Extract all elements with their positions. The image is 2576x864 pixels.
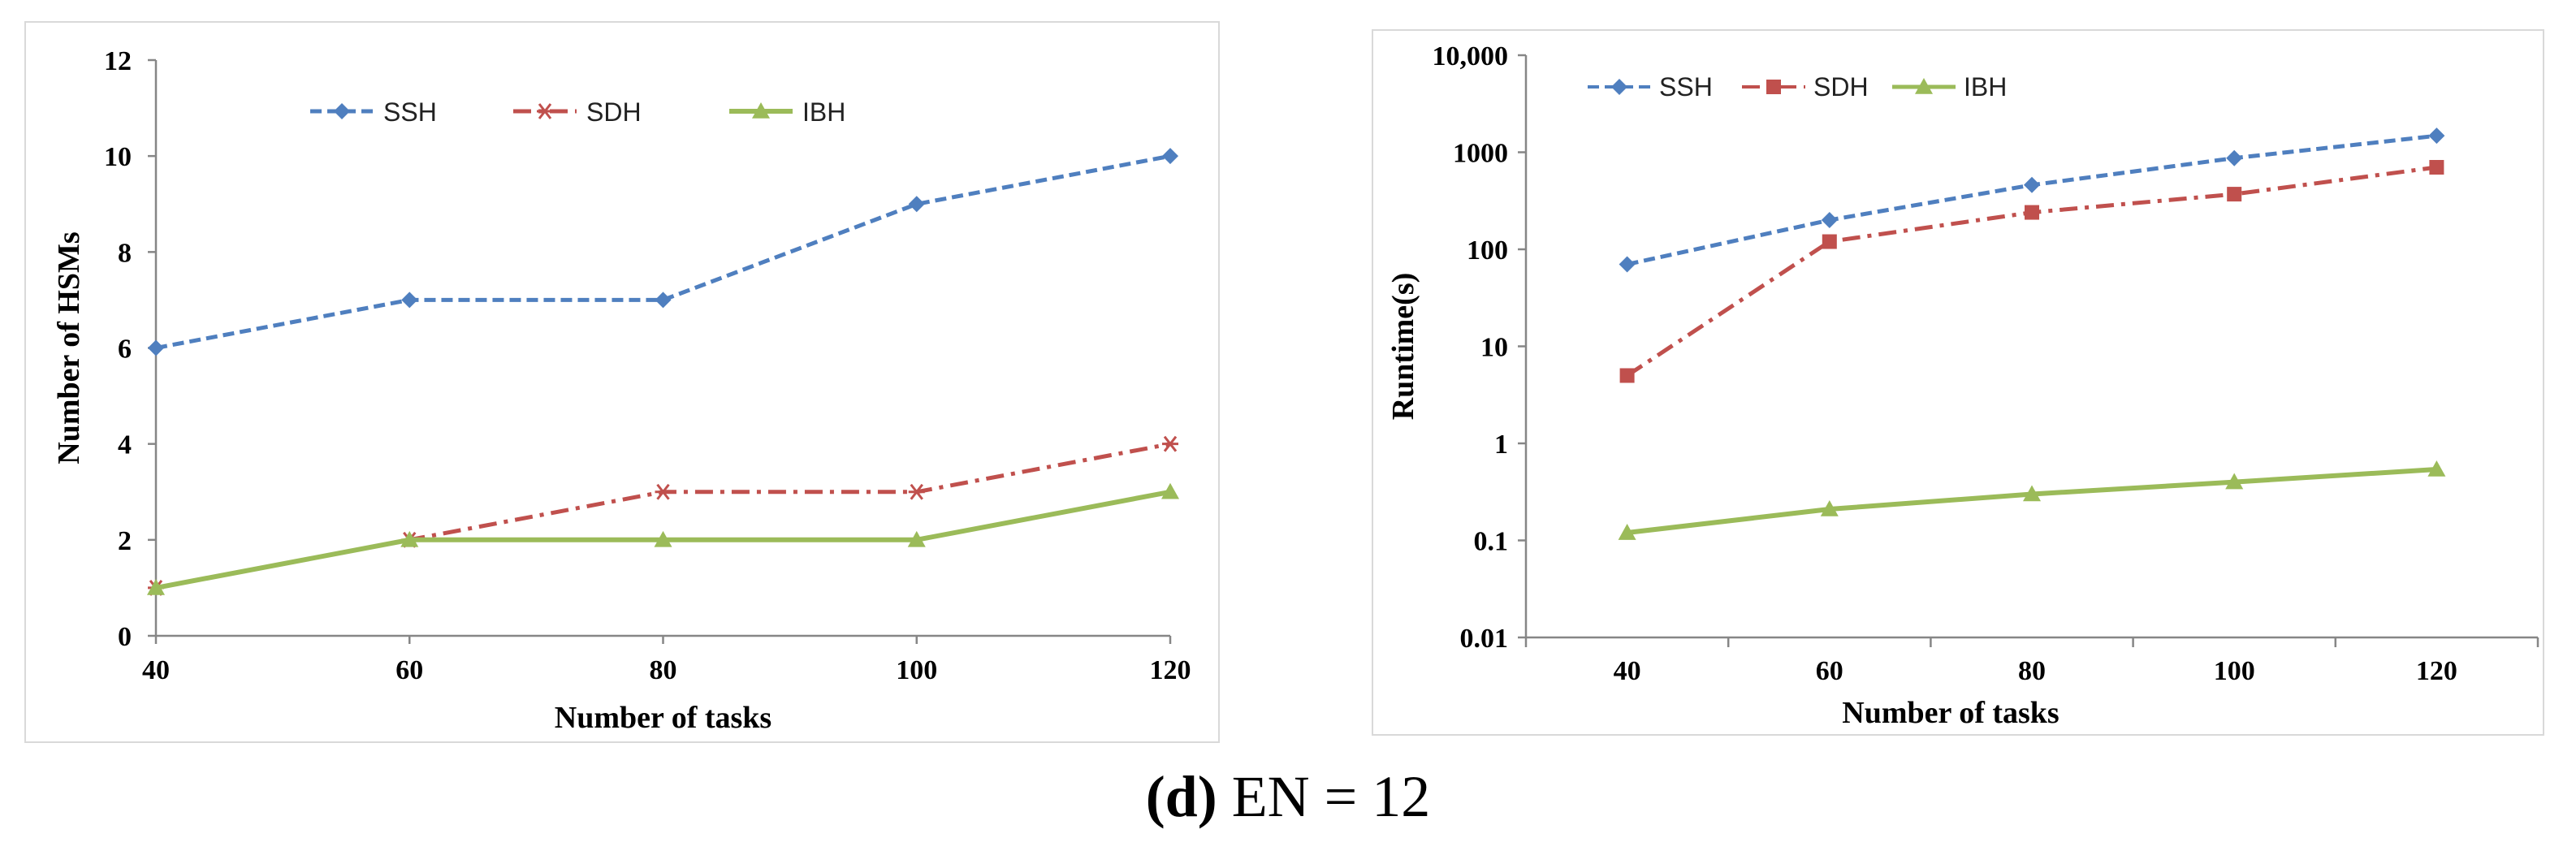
left-y-tick-label: 12: [104, 46, 132, 76]
left-point-sdh-stroke: [1163, 435, 1178, 452]
left-point-ibh: [907, 530, 926, 547]
left-y-tick-label: 0: [118, 622, 132, 652]
left-point-ssh: [1162, 148, 1178, 165]
right-point-sdh: [2429, 160, 2444, 175]
left-legend-ibh: IBH: [729, 97, 845, 127]
left-legend-label-ssh: SSH: [383, 97, 437, 127]
right-legend-ibh: IBH: [1892, 72, 2007, 102]
left-point-ssh: [148, 339, 164, 356]
right-point-ssh: [2428, 127, 2445, 145]
left-chart-frame: [24, 21, 1220, 743]
left-point-sdh: [1162, 435, 1178, 452]
right-point-ssh: [1619, 256, 1636, 273]
left-y-tick-label: 4: [118, 430, 132, 460]
left-legend-marker-ibh: [752, 102, 770, 119]
runtime-chart: 0.01 0.1 1 10 100 1000 10,000 40 60 80 100 120 Numbe…: [1372, 29, 2544, 736]
left-point-ibh: [147, 578, 165, 595]
left-x-tick-label: 120: [1150, 655, 1191, 685]
right-legend-ssh: SSH: [1588, 72, 1713, 102]
right-chart-frame: [1372, 29, 2544, 736]
left-point-ibh: [654, 530, 672, 547]
left-legend-label-ibh: IBH: [802, 97, 845, 127]
right-legend-label-ssh: SSH: [1659, 72, 1713, 102]
left-x-axis-title: Number of tasks: [555, 701, 772, 735]
right-series-sdh: [1619, 160, 2444, 383]
right-legend-label-ibh: IBH: [1964, 72, 2007, 102]
right-axes: 0.01 0.1 1 10 100 1000 10,000 40 60 80 100 120 Numbe…: [1386, 41, 2539, 730]
left-point-ssh: [401, 292, 418, 309]
left-series-ssh: [148, 148, 1178, 356]
left-x-tick-label: 40: [142, 655, 170, 685]
right-series-ssh: [1619, 127, 2445, 273]
left-legend-marker-sdh: [537, 103, 553, 119]
left-legend-ssh: SSH: [310, 97, 437, 127]
left-y-tick-label: 10: [104, 142, 132, 172]
right-point-ibh: [1820, 499, 1839, 516]
right-legend-sdh: SDH: [1742, 72, 1869, 102]
caption-text: EN = 12: [1231, 764, 1431, 829]
left-x-tick-label: 60: [395, 655, 423, 685]
right-y-tick-label: 100: [1467, 235, 1508, 266]
right-y-tick-label: 0.01: [1460, 624, 1509, 654]
figure-caption: (d) EN = 12: [0, 763, 2576, 831]
left-legend-marker-sdh-stroke: [538, 103, 552, 119]
right-point-ibh: [2023, 485, 2041, 502]
left-x-tick-label: 80: [650, 655, 677, 685]
right-point-ssh: [2226, 149, 2243, 166]
right-legend-marker-ibh: [1915, 78, 1933, 94]
left-y-tick-label: 8: [118, 238, 132, 268]
right-series-ibh: [1618, 460, 2446, 540]
caption-letter: (d): [1145, 764, 1217, 829]
left-point-sdh: [655, 483, 672, 500]
left-y-tick-label: 6: [118, 335, 132, 365]
left-point-sdh-stroke: [656, 483, 670, 500]
right-y-tick-label: 10,000: [1433, 41, 1509, 71]
right-x-tick-label: 100: [2214, 656, 2255, 686]
right-legend-label-sdh: SDH: [1813, 72, 1869, 102]
right-point-ibh: [2427, 460, 2446, 477]
right-y-tick-label: 10: [1480, 333, 1508, 363]
left-y-axis-title: Number of HSMs: [52, 231, 86, 464]
left-y-tick-label: 2: [118, 526, 132, 556]
right-point-ibh: [2225, 473, 2244, 490]
left-point-ssh: [908, 196, 925, 213]
left-axes: 0 2 4 6 8 10 12 40 60 80 100 120 Number of tasks Numb…: [52, 46, 1191, 735]
left-series-ibh: [147, 482, 1179, 595]
right-x-axis-title: Number of tasks: [1842, 696, 2059, 730]
left-point-sdh: [908, 483, 925, 500]
right-point-sdh: [2227, 187, 2242, 202]
left-legend-label-sdh: SDH: [586, 97, 642, 127]
right-y-axis-title: Runtime(s): [1386, 273, 1420, 421]
left-point-sdh-stroke: [910, 483, 923, 500]
left-legend-sdh: SDH: [513, 97, 642, 127]
hsm-count-chart: 0 2 4 6 8 10 12 40 60 80 100 120 Number of tasks Numb…: [24, 21, 1220, 743]
left-point-ibh: [400, 530, 419, 547]
right-x-tick-label: 40: [1614, 656, 1641, 686]
right-point-sdh: [1619, 368, 1635, 383]
right-x-tick-label: 120: [2416, 656, 2457, 686]
right-point-sdh: [1822, 234, 1837, 249]
left-point-ssh: [655, 292, 672, 309]
right-y-tick-label: 0.1: [1474, 527, 1509, 557]
left-point-ibh: [1161, 482, 1179, 499]
left-legend-marker-ssh: [334, 103, 350, 119]
right-y-tick-label: 1: [1494, 430, 1508, 460]
right-legend-marker-ssh: [1611, 79, 1627, 95]
right-point-ibh: [1618, 524, 1636, 540]
right-y-tick-label: 1000: [1453, 139, 1508, 169]
right-x-tick-label: 80: [2018, 656, 2046, 686]
left-x-tick-label: 100: [896, 655, 937, 685]
right-point-ssh: [2024, 176, 2040, 193]
right-legend-marker-sdh: [1766, 80, 1781, 94]
right-point-sdh: [2025, 205, 2039, 220]
right-point-ssh: [1821, 212, 1838, 229]
right-x-tick-label: 60: [1816, 656, 1843, 686]
